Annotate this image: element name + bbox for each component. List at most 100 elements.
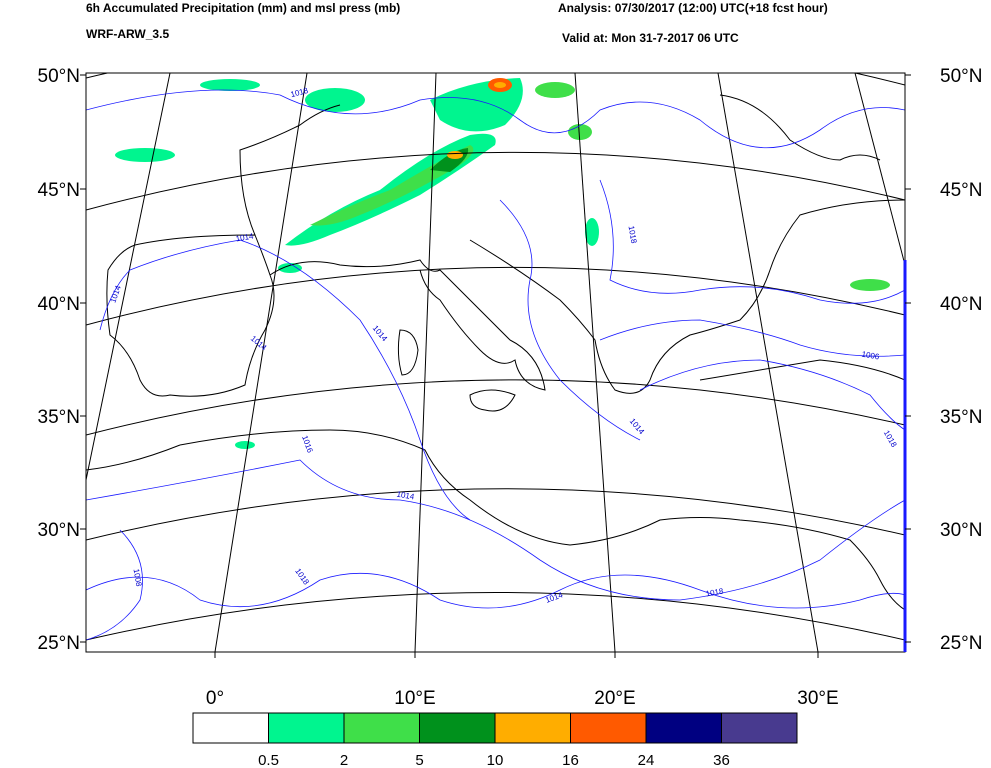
- isobar-label: 1014: [249, 334, 269, 353]
- parallel: [86, 592, 905, 641]
- precip-area: [235, 441, 255, 449]
- map: 1018 1014 1014 1014 1014 1016 1018 1014 1008 1018…: [85, 72, 907, 653]
- isobar-label: 1014: [628, 417, 647, 437]
- precip-area: [850, 279, 890, 291]
- isobar-labels: 1018 1014 1014 1014 1014 1016 1018 1014 1008 1018…: [108, 86, 898, 605]
- sicily: [469, 389, 516, 412]
- morocco-coast: [86, 444, 181, 471]
- precip-area: [585, 218, 599, 246]
- axis-labels: 50°N 50°N 45°N 45°N 40°N 40°N 35°N 35°N 30°N 30°N…: [38, 66, 983, 709]
- precip-area: [447, 151, 463, 159]
- precipitation: [115, 78, 890, 449]
- lat-label: 50°N: [38, 66, 80, 87]
- isobar-label: 1018: [293, 567, 311, 587]
- legend-swatch: [192, 712, 269, 744]
- isobar-label: 1014: [108, 284, 123, 304]
- france-coast: [239, 104, 341, 236]
- lon-label: 30°E: [797, 688, 838, 709]
- precip-area: [115, 148, 175, 162]
- isobar-label: 1018: [626, 225, 638, 245]
- lon-label: 10°E: [394, 688, 435, 709]
- parallel: [86, 488, 905, 541]
- meridian: [717, 73, 819, 652]
- title: 6h Accumulated Precipitation (mm) and ms…: [86, 1, 400, 15]
- sardinia: [397, 329, 419, 376]
- meridian: [86, 73, 171, 481]
- precip-area: [200, 79, 260, 91]
- legend-swatch: [645, 712, 722, 744]
- iberia: [106, 234, 275, 397]
- legend-label: 0.5: [258, 752, 279, 768]
- legend-label: 2: [340, 752, 348, 768]
- parallel: [86, 151, 905, 211]
- lon-label: 20°E: [594, 688, 635, 709]
- meridian: [854, 73, 905, 266]
- lat-label: 45°N: [940, 180, 982, 201]
- precip-area: [568, 124, 592, 140]
- lon-label: 0°: [206, 688, 224, 709]
- legend-label: 16: [562, 752, 579, 768]
- meridian: [414, 73, 437, 652]
- legend-swatch: [419, 712, 496, 744]
- coastlines: [86, 94, 905, 611]
- isobar-label: 1014: [396, 490, 416, 502]
- balkans: [469, 199, 905, 394]
- legend-label: 36: [713, 752, 730, 768]
- legend-swatch: [570, 712, 647, 744]
- isobar-label: 1006: [861, 350, 881, 362]
- isobar: [86, 529, 143, 641]
- legend: 0.5 2 5 10 16 24 36: [192, 712, 798, 768]
- isobar-label: 1014: [235, 231, 255, 243]
- coast: [719, 94, 881, 161]
- anatolia: [699, 359, 905, 381]
- map-content: 1018 1014 1014 1014 1014 1016 1018 1014 1008 1018…: [86, 73, 905, 652]
- isobar: [599, 319, 905, 357]
- isobar: [499, 199, 641, 441]
- precip-area: [278, 263, 302, 273]
- isobar-label: 1014: [544, 590, 564, 605]
- lat-label: 30°N: [940, 520, 982, 541]
- legend-swatch: [494, 712, 571, 744]
- isobar: [599, 179, 905, 304]
- lat-label: 40°N: [940, 294, 982, 315]
- graticule: [86, 73, 905, 652]
- isobars: [86, 89, 905, 641]
- parallel: [86, 266, 905, 326]
- isobar: [639, 359, 905, 431]
- italy: [269, 259, 546, 391]
- isobar-label: 1018: [882, 429, 899, 449]
- meridian: [574, 73, 616, 652]
- parallel: [86, 379, 905, 436]
- isobar-label: 1018: [705, 586, 725, 598]
- isobar-label: 1016: [300, 434, 315, 454]
- isobar: [86, 89, 905, 149]
- isobar-label: 1008: [131, 568, 143, 588]
- lat-label: 50°N: [940, 66, 982, 87]
- legend-swatch: [343, 712, 420, 744]
- valid-time: Valid at: Mon 31-7-2017 06 UTC: [562, 31, 739, 45]
- map-frame: [85, 72, 906, 653]
- lat-label: 25°N: [940, 633, 982, 654]
- lat-label: 30°N: [38, 520, 80, 541]
- meridian: [214, 73, 308, 652]
- legend-label: 5: [415, 752, 423, 768]
- precip-area: [305, 88, 365, 112]
- legend-label: 24: [638, 752, 655, 768]
- legend-swatch: [721, 712, 798, 744]
- lat-label: 35°N: [940, 407, 982, 428]
- lat-label: 40°N: [38, 294, 80, 315]
- lat-label: 45°N: [38, 180, 80, 201]
- legend-swatch: [268, 712, 345, 744]
- precip-area: [494, 82, 506, 88]
- lat-label: 35°N: [38, 407, 80, 428]
- isobar: [86, 459, 905, 601]
- model: WRF-ARW_3.5: [86, 27, 169, 41]
- isobar: [86, 572, 905, 609]
- parallel: [86, 73, 905, 86]
- precip-area: [535, 82, 575, 98]
- legend-label: 10: [487, 752, 504, 768]
- africa-coast: [179, 429, 905, 611]
- analysis: Analysis: 07/30/2017 (12:00) UTC(+18 fcs…: [558, 1, 828, 15]
- isobar: [99, 239, 471, 521]
